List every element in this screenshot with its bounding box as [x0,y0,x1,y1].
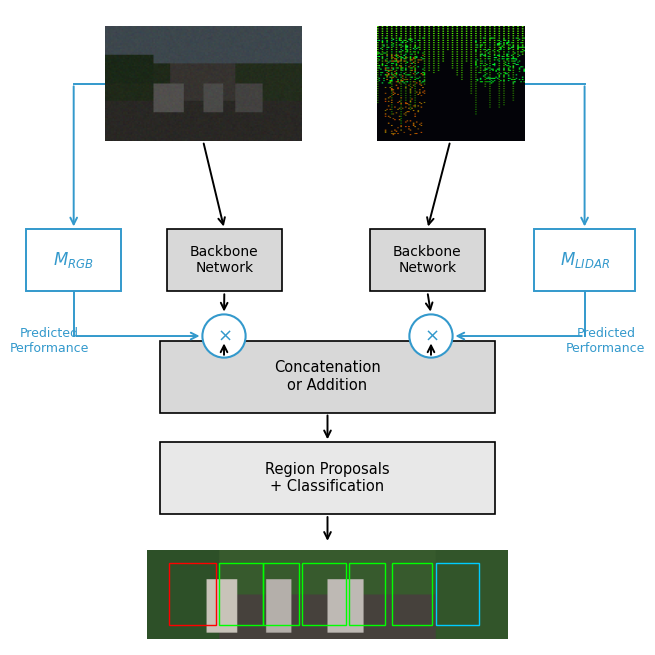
Bar [219,563,263,626]
Text: Concatenation
or Addition: Concatenation or Addition [274,360,381,393]
Text: Predicted
Performance: Predicted Performance [9,327,89,354]
Text: $M_{LIDAR}$: $M_{LIDAR}$ [559,250,610,271]
Bar [392,563,432,626]
Text: Backbone
Network: Backbone Network [190,245,259,276]
Text: $\times$: $\times$ [424,327,438,345]
FancyBboxPatch shape [167,229,282,291]
Bar [263,563,299,626]
FancyBboxPatch shape [534,229,635,291]
Text: Backbone
Network: Backbone Network [393,245,462,276]
Bar [303,563,346,626]
Text: $M_{RGB}$: $M_{RGB}$ [53,250,94,271]
Circle shape [409,314,453,358]
FancyBboxPatch shape [160,341,495,413]
Bar [349,563,385,626]
Circle shape [202,314,246,358]
Bar [436,563,479,626]
FancyBboxPatch shape [160,442,495,514]
Text: Region Proposals
+ Classification: Region Proposals + Classification [265,462,390,495]
FancyBboxPatch shape [26,229,121,291]
FancyBboxPatch shape [370,229,485,291]
Text: $\times$: $\times$ [217,327,231,345]
Bar [169,563,216,626]
Text: Predicted
Performance: Predicted Performance [566,327,646,354]
